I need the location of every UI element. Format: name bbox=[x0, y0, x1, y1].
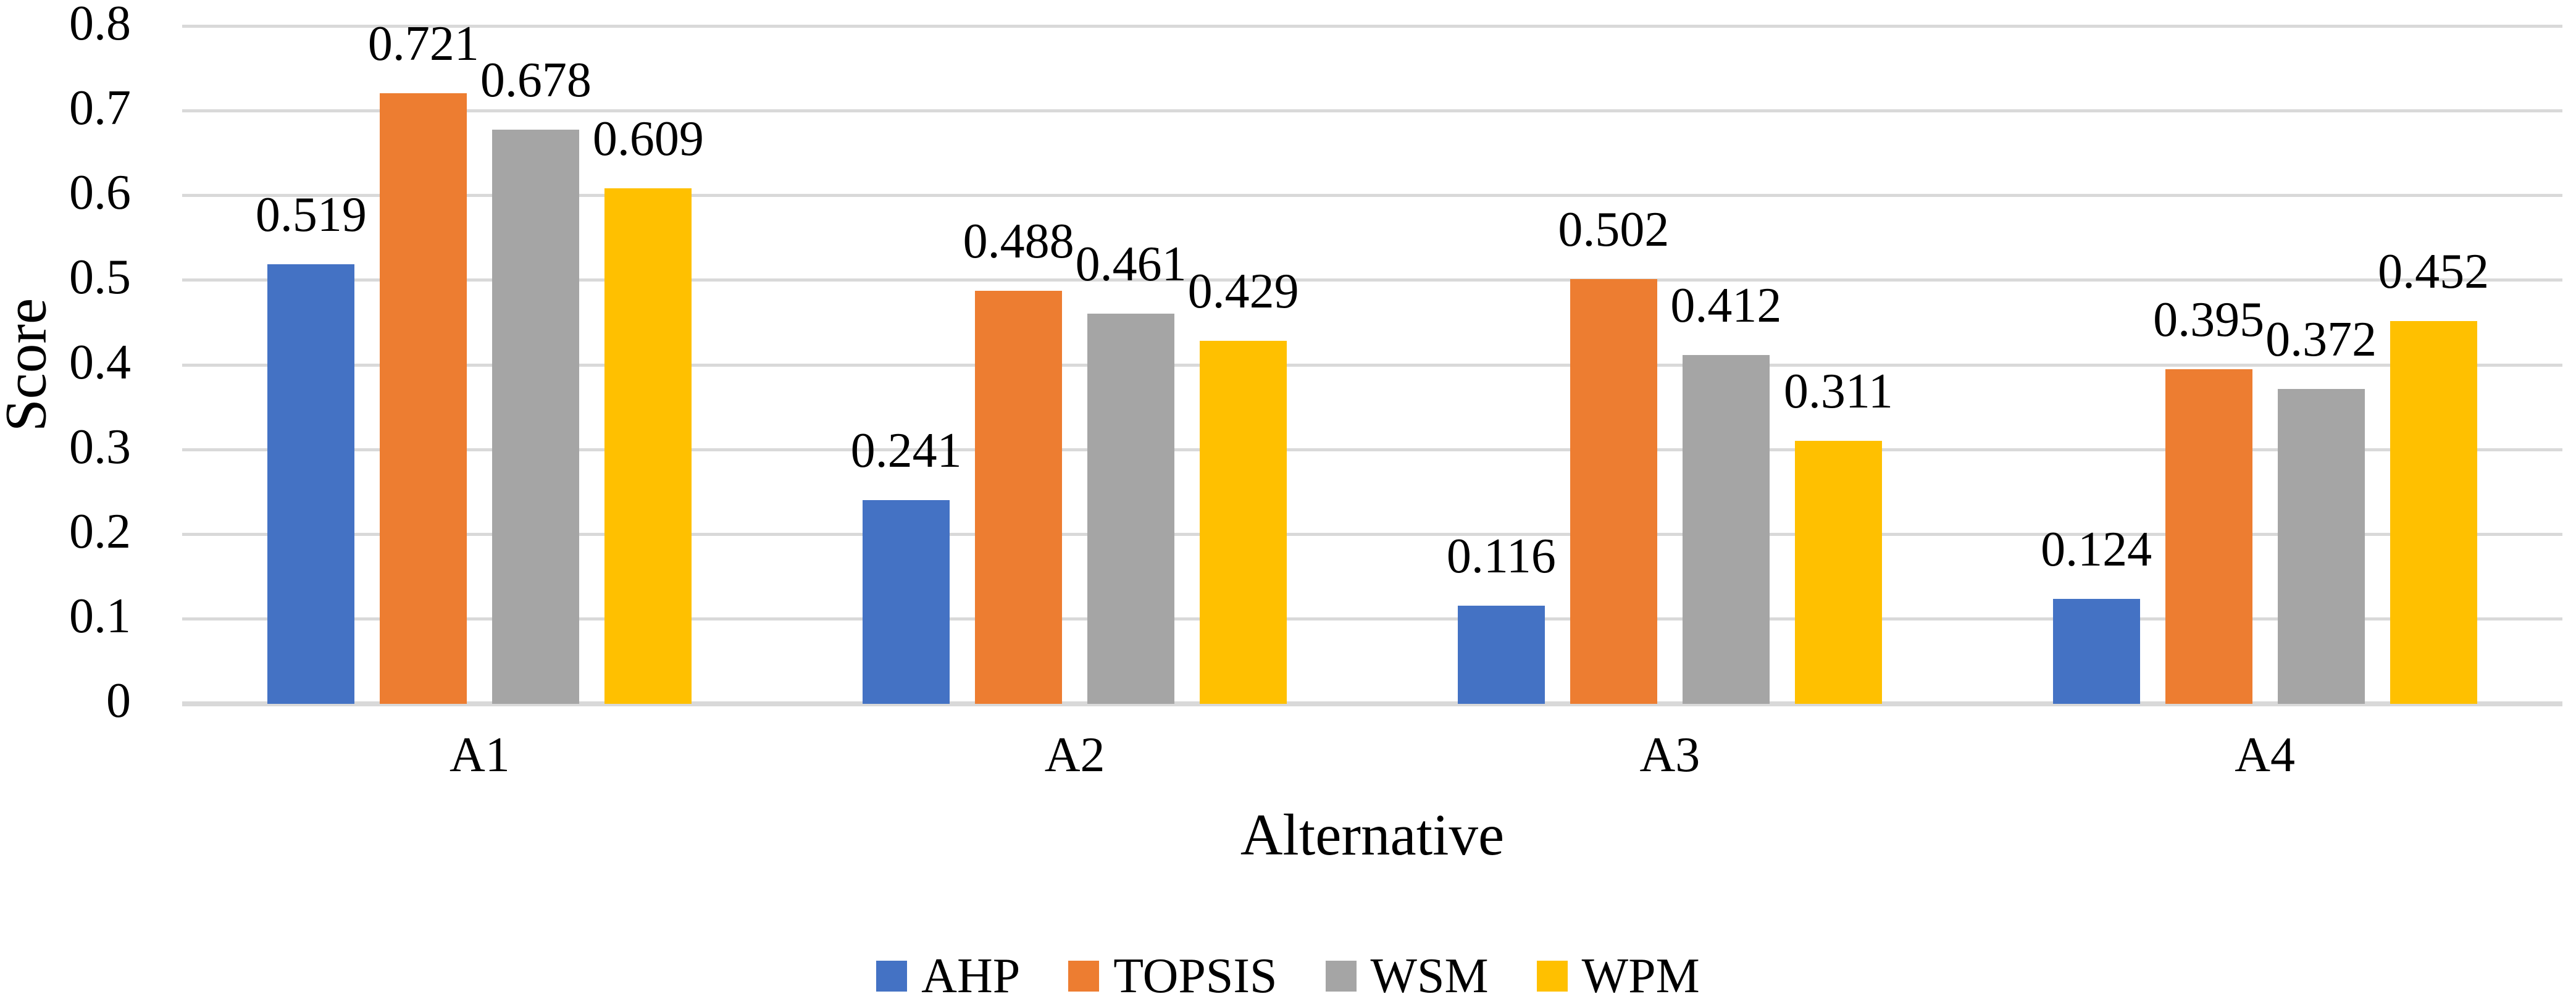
y-tick-label: 0.2 bbox=[69, 504, 131, 559]
bar-value-label: 0.412 bbox=[1670, 278, 1782, 333]
bar-value-label: 0.124 bbox=[2041, 522, 2152, 577]
x-axis-title: Alternative bbox=[1240, 802, 1505, 867]
bar-wsm-a1: 0.678 bbox=[480, 56, 592, 704]
bar-value-label: 0.452 bbox=[2378, 244, 2490, 299]
bar-wpm-a3: 0.311 bbox=[1784, 367, 1893, 704]
bar-ahp-a3: 0.116 bbox=[1447, 532, 1556, 704]
bar-value-label: 0.461 bbox=[1075, 236, 1187, 291]
x-category-label-a4: A4 bbox=[2235, 728, 2296, 782]
plot-area: 0.519 0.721 0.678 0.609 0.241 0.488 0.461 0.429… bbox=[182, 19, 2562, 706]
plot-groups: 0.519 0.721 0.678 0.609 0.241 0.488 0.461 0.429… bbox=[182, 19, 2562, 704]
bar-topsis-a4: 0.395 bbox=[2153, 295, 2264, 704]
x-axis-category-labels: A1 A2 A3 A4 bbox=[182, 730, 2562, 780]
bar-value-label: 0.502 bbox=[1558, 202, 1670, 257]
bar-group-a1: 0.519 0.721 0.678 0.609 bbox=[182, 19, 777, 704]
bar-value-label: 0.678 bbox=[480, 53, 592, 108]
legend: AHP TOPSIS WSM WPM bbox=[0, 945, 2576, 1007]
y-tick-label: 0.5 bbox=[69, 250, 131, 305]
bar-group-a3: 0.116 0.502 0.412 0.311 bbox=[1373, 27, 1968, 704]
x-category-label-a2: A2 bbox=[1044, 728, 1105, 782]
legend-swatch-ahp bbox=[876, 961, 908, 992]
legend-item-ahp: AHP bbox=[876, 951, 1020, 1001]
bar-value-label: 0.116 bbox=[1446, 529, 1556, 583]
x-category-label-a1: A1 bbox=[449, 728, 510, 782]
bar-value-label: 0.395 bbox=[2153, 293, 2265, 348]
bar-value-label: 0.311 bbox=[1783, 364, 1893, 419]
bar-ahp-a1: 0.519 bbox=[256, 190, 367, 704]
gridline bbox=[182, 532, 2562, 536]
y-tick-label: 0.3 bbox=[69, 419, 131, 474]
gridline bbox=[182, 109, 2562, 113]
bar-topsis-a1: 0.721 bbox=[368, 19, 479, 704]
gridline bbox=[182, 194, 2562, 198]
bar-value-label: 0.372 bbox=[2265, 312, 2377, 367]
x-category-label-a3: A3 bbox=[1639, 728, 1700, 782]
bar-wsm-a2: 0.461 bbox=[1076, 240, 1187, 704]
gridline bbox=[182, 448, 2562, 451]
bar-value-label: 0.241 bbox=[850, 423, 962, 478]
y-axis-ticks: 0 0.1 0.2 0.3 0.4 0.5 0.6 0.7 0.8 bbox=[0, 0, 131, 725]
legend-swatch-wpm bbox=[1536, 961, 1568, 992]
legend-item-wpm: WPM bbox=[1536, 949, 1700, 1003]
bar-value-label: 0.429 bbox=[1187, 264, 1299, 319]
gridline bbox=[182, 363, 2562, 367]
bar-wsm-a4: 0.372 bbox=[2265, 315, 2377, 704]
y-tick-label: 0.7 bbox=[69, 81, 131, 136]
bar-wpm-a1: 0.609 bbox=[593, 114, 704, 704]
legend-label: WSM bbox=[1370, 949, 1489, 1003]
bar-wpm-a4: 0.452 bbox=[2378, 247, 2489, 704]
y-tick-label: 0.8 bbox=[69, 0, 131, 51]
y-tick-label: 0 bbox=[106, 674, 131, 729]
y-tick-label: 0.4 bbox=[69, 335, 131, 390]
y-tick-label: 0.1 bbox=[69, 589, 131, 644]
bar-wpm-a2: 0.429 bbox=[1188, 267, 1299, 704]
bar-value-label: 0.609 bbox=[592, 111, 704, 166]
bar-group-a4: 0.124 0.395 0.372 0.452 bbox=[1967, 27, 2562, 704]
bar-group-a2: 0.241 0.488 0.461 0.429 bbox=[777, 27, 1373, 704]
bar-topsis-a2: 0.488 bbox=[963, 217, 1074, 704]
legend-swatch-topsis bbox=[1068, 961, 1100, 992]
legend-label: TOPSIS bbox=[1113, 949, 1278, 1003]
gridline bbox=[182, 25, 2562, 28]
bar-value-label: 0.519 bbox=[255, 188, 367, 243]
legend-label: WPM bbox=[1581, 949, 1700, 1003]
legend-item-wsm: WSM bbox=[1325, 949, 1489, 1003]
bar-wsm-a3: 0.412 bbox=[1670, 281, 1781, 704]
legend-swatch-wsm bbox=[1325, 961, 1357, 992]
y-tick-label: 0.6 bbox=[69, 165, 131, 220]
legend-item-topsis: TOPSIS bbox=[1068, 949, 1278, 1003]
legend-label: AHP bbox=[921, 949, 1021, 1003]
bar-topsis-a3: 0.502 bbox=[1558, 205, 1669, 704]
x-axis-line bbox=[182, 701, 2562, 706]
gridline bbox=[182, 278, 2562, 282]
bar-ahp-a2: 0.241 bbox=[851, 426, 962, 704]
bar-ahp-a4: 0.124 bbox=[2041, 525, 2152, 704]
bar-value-label: 0.488 bbox=[963, 214, 1074, 269]
bar-value-label: 0.721 bbox=[367, 17, 479, 72]
gridline bbox=[182, 617, 2562, 620]
